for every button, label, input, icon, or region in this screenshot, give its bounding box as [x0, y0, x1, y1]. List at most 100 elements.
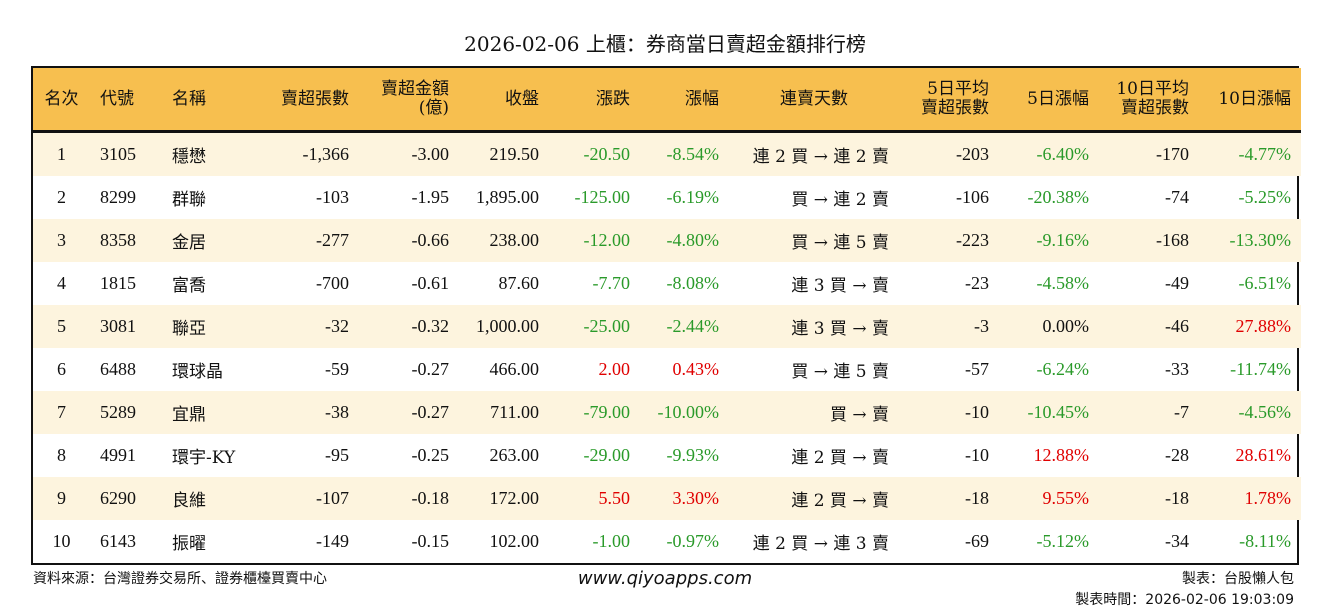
cell-name: 群聯 — [172, 190, 206, 210]
cell-pct10: 27.88% — [1199, 305, 1301, 348]
header-avg5-volume: 5日平均 賣超張數 — [899, 68, 999, 133]
cell-avg5-volume: -3 — [899, 305, 999, 348]
cell-rank: 10 — [52, 531, 71, 551]
cell-streak: 連 3 買 → 賣 — [791, 276, 889, 296]
cell-pct10: 28.61% — [1235, 445, 1292, 465]
cell-rank: 2 — [57, 187, 66, 207]
cell-name: 金居 — [162, 219, 252, 262]
cell-avg5-volume: -69 — [965, 531, 989, 551]
cell-code: 1815 — [100, 273, 136, 293]
cell-name: 良維 — [162, 477, 252, 520]
table-row: 1 3105 穩懋 -1,366 -3.00 219.50 -20.50 -8.54% 連 2 … — [33, 131, 1301, 176]
cell-avg5-volume: -203 — [899, 131, 999, 176]
cell-close: 87.60 — [498, 273, 540, 293]
cell-change-pct: -2.44% — [640, 305, 729, 348]
cell-change: -125.00 — [574, 187, 631, 207]
cell-change-pct: 0.43% — [672, 359, 720, 379]
cell-name: 宜鼎 — [162, 391, 252, 434]
header-name: 名稱 — [162, 68, 252, 133]
cell-name: 聯亞 — [162, 305, 252, 348]
cell-avg10-volume: -49 — [1165, 273, 1189, 293]
cell-close: 711.00 — [459, 391, 549, 434]
cell-rank: 9 — [33, 477, 90, 520]
cell-change: -1.00 — [592, 531, 631, 551]
cell-pct5: -6.40% — [999, 131, 1099, 176]
cell-sell-amount: -0.66 — [359, 219, 459, 262]
cell-change: -7.70 — [592, 273, 631, 293]
cell-sell-volume: -103 — [316, 187, 349, 207]
cell-sell-amount: -0.27 — [359, 391, 459, 434]
cell-sell-volume: -277 — [252, 219, 359, 262]
header-pct5: 5日漲幅 — [999, 68, 1099, 133]
cell-rank: 7 — [33, 391, 90, 434]
cell-pct5: -5.12% — [1036, 531, 1090, 551]
header-sell-amount: 賣超金額 (億) — [359, 68, 459, 133]
cell-pct10: -6.51% — [1238, 273, 1292, 293]
cell-name: 環球晶 — [172, 362, 223, 382]
author: 製表：台股懶人包 — [1182, 571, 1294, 587]
cell-pct10: -11.74% — [1230, 359, 1291, 379]
cell-sell-volume: -95 — [325, 445, 349, 465]
data-source: 資料來源：台灣證券交易所、證券櫃檯買賣中心 — [33, 571, 327, 587]
cell-streak: 買 → 連 2 賣 — [791, 190, 889, 210]
cell-code: 5289 — [90, 391, 162, 434]
cell-change-pct: -10.00% — [640, 391, 729, 434]
cell-pct5: 12.88% — [1033, 445, 1090, 465]
cell-pct10: 1.78% — [1199, 477, 1301, 520]
table-row: 4 1815 富喬 -700 -0.61 87.60 -7.70 -8.08% 連 3 買 → … — [33, 262, 1301, 305]
ranking-table: 名次 代號 名稱 賣超張數 賣超金額 (億) 收盤 漲跌 漲幅 連賣天數 5日平均 賣超張數 5日漲… — [31, 66, 1301, 565]
cell-pct5: -4.58% — [1036, 273, 1090, 293]
cell-avg10-volume: -168 — [1099, 219, 1199, 262]
cell-name: 富喬 — [172, 276, 206, 296]
cell-name: 環宇-KY — [172, 448, 236, 468]
cell-avg5-volume: -18 — [899, 477, 999, 520]
cell-sell-volume: -149 — [316, 531, 349, 551]
cell-change: -79.00 — [549, 391, 640, 434]
table-row: 3 8358 金居 -277 -0.66 238.00 -12.00 -4.80% 買 → 連 … — [33, 219, 1301, 262]
cell-streak: 買 → 賣 — [729, 391, 899, 434]
table-row: 2 8299 群聯 -103 -1.95 1,895.00 -125.00 -6.19% 買 →… — [33, 176, 1301, 219]
cell-streak: 連 2 買 → 連 2 賣 — [729, 131, 899, 176]
cell-streak: 連 2 買 → 賣 — [791, 448, 889, 468]
cell-change-pct: 3.30% — [640, 477, 729, 520]
cell-sell-amount: -0.32 — [359, 305, 459, 348]
header-close: 收盤 — [459, 68, 549, 133]
cell-sell-amount: -0.61 — [411, 273, 450, 293]
cell-streak: 連 3 買 → 賣 — [729, 305, 899, 348]
cell-sell-volume: -32 — [252, 305, 359, 348]
website-link[interactable]: www.qiyoapps.com — [577, 568, 753, 589]
cell-sell-amount: -3.00 — [359, 131, 459, 176]
cell-pct5: -9.16% — [999, 219, 1099, 262]
cell-streak: 連 2 買 → 賣 — [729, 477, 899, 520]
cell-change-pct: -6.19% — [666, 187, 720, 207]
cell-avg5-volume: -223 — [899, 219, 999, 262]
cell-change-pct: -9.93% — [666, 445, 720, 465]
cell-avg10-volume: -7 — [1099, 391, 1199, 434]
cell-rank: 5 — [33, 305, 90, 348]
cell-change: -12.00 — [549, 219, 640, 262]
cell-name: 振曜 — [172, 534, 206, 554]
cell-avg10-volume: -170 — [1099, 131, 1199, 176]
cell-rank: 8 — [57, 445, 66, 465]
cell-close: 238.00 — [459, 219, 549, 262]
cell-change: 2.00 — [598, 359, 631, 379]
header-streak: 連賣天數 — [729, 68, 899, 133]
header-avg10-volume: 10日平均 賣超張數 — [1099, 68, 1199, 133]
cell-code: 8358 — [90, 219, 162, 262]
cell-pct10: -4.77% — [1199, 131, 1301, 176]
cell-sell-volume: -59 — [325, 359, 349, 379]
cell-code: 6143 — [100, 531, 136, 551]
cell-close: 102.00 — [489, 531, 540, 551]
header-change: 漲跌 — [549, 68, 640, 133]
cell-avg5-volume: -106 — [956, 187, 989, 207]
cell-pct5: 0.00% — [999, 305, 1099, 348]
cell-code: 3105 — [90, 131, 162, 176]
cell-pct10: -4.56% — [1199, 391, 1301, 434]
cell-close: 172.00 — [459, 477, 549, 520]
cell-avg5-volume: -23 — [965, 273, 989, 293]
cell-close: 219.50 — [459, 131, 549, 176]
cell-sell-amount: -0.27 — [411, 359, 450, 379]
cell-sell-volume: -1,366 — [252, 131, 359, 176]
cell-change-pct: -0.97% — [666, 531, 720, 551]
cell-streak: 買 → 連 5 賣 — [791, 362, 889, 382]
